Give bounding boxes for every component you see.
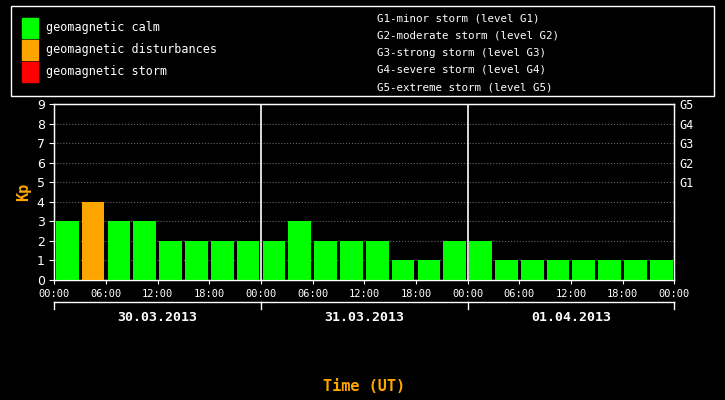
Text: 30.03.2013: 30.03.2013	[117, 311, 198, 324]
Bar	[624, 260, 647, 280]
Text: geomagnetic storm: geomagnetic storm	[46, 66, 167, 78]
Y-axis label: Kp: Kp	[16, 183, 31, 201]
Text: 01.04.2013: 01.04.2013	[531, 311, 611, 324]
Bar	[185, 241, 208, 280]
Bar	[521, 260, 544, 280]
Bar	[211, 241, 233, 280]
Text: G5-extreme storm (level G5): G5-extreme storm (level G5)	[377, 82, 552, 92]
Bar	[547, 260, 569, 280]
Bar	[418, 260, 440, 280]
Bar	[160, 241, 182, 280]
Bar	[392, 260, 415, 280]
Bar	[289, 221, 311, 280]
Bar	[340, 241, 362, 280]
Bar	[262, 241, 285, 280]
Bar	[495, 260, 518, 280]
Bar	[366, 241, 389, 280]
Bar	[444, 241, 466, 280]
Text: geomagnetic disturbances: geomagnetic disturbances	[46, 44, 218, 56]
Text: G2-moderate storm (level G2): G2-moderate storm (level G2)	[377, 30, 559, 40]
Bar	[133, 221, 156, 280]
Bar	[598, 260, 621, 280]
Bar	[56, 221, 78, 280]
Bar	[237, 241, 260, 280]
Bar	[107, 221, 130, 280]
Text: G3-strong storm (level G3): G3-strong storm (level G3)	[377, 48, 546, 58]
Text: G4-severe storm (level G4): G4-severe storm (level G4)	[377, 65, 546, 75]
Text: G1-minor storm (level G1): G1-minor storm (level G1)	[377, 13, 539, 23]
Text: 31.03.2013: 31.03.2013	[324, 311, 405, 324]
Bar	[469, 241, 492, 280]
Bar	[82, 202, 104, 280]
Bar	[650, 260, 673, 280]
Bar	[573, 260, 595, 280]
Bar	[314, 241, 337, 280]
Text: Time (UT): Time (UT)	[323, 379, 405, 394]
Text: geomagnetic calm: geomagnetic calm	[46, 22, 160, 34]
